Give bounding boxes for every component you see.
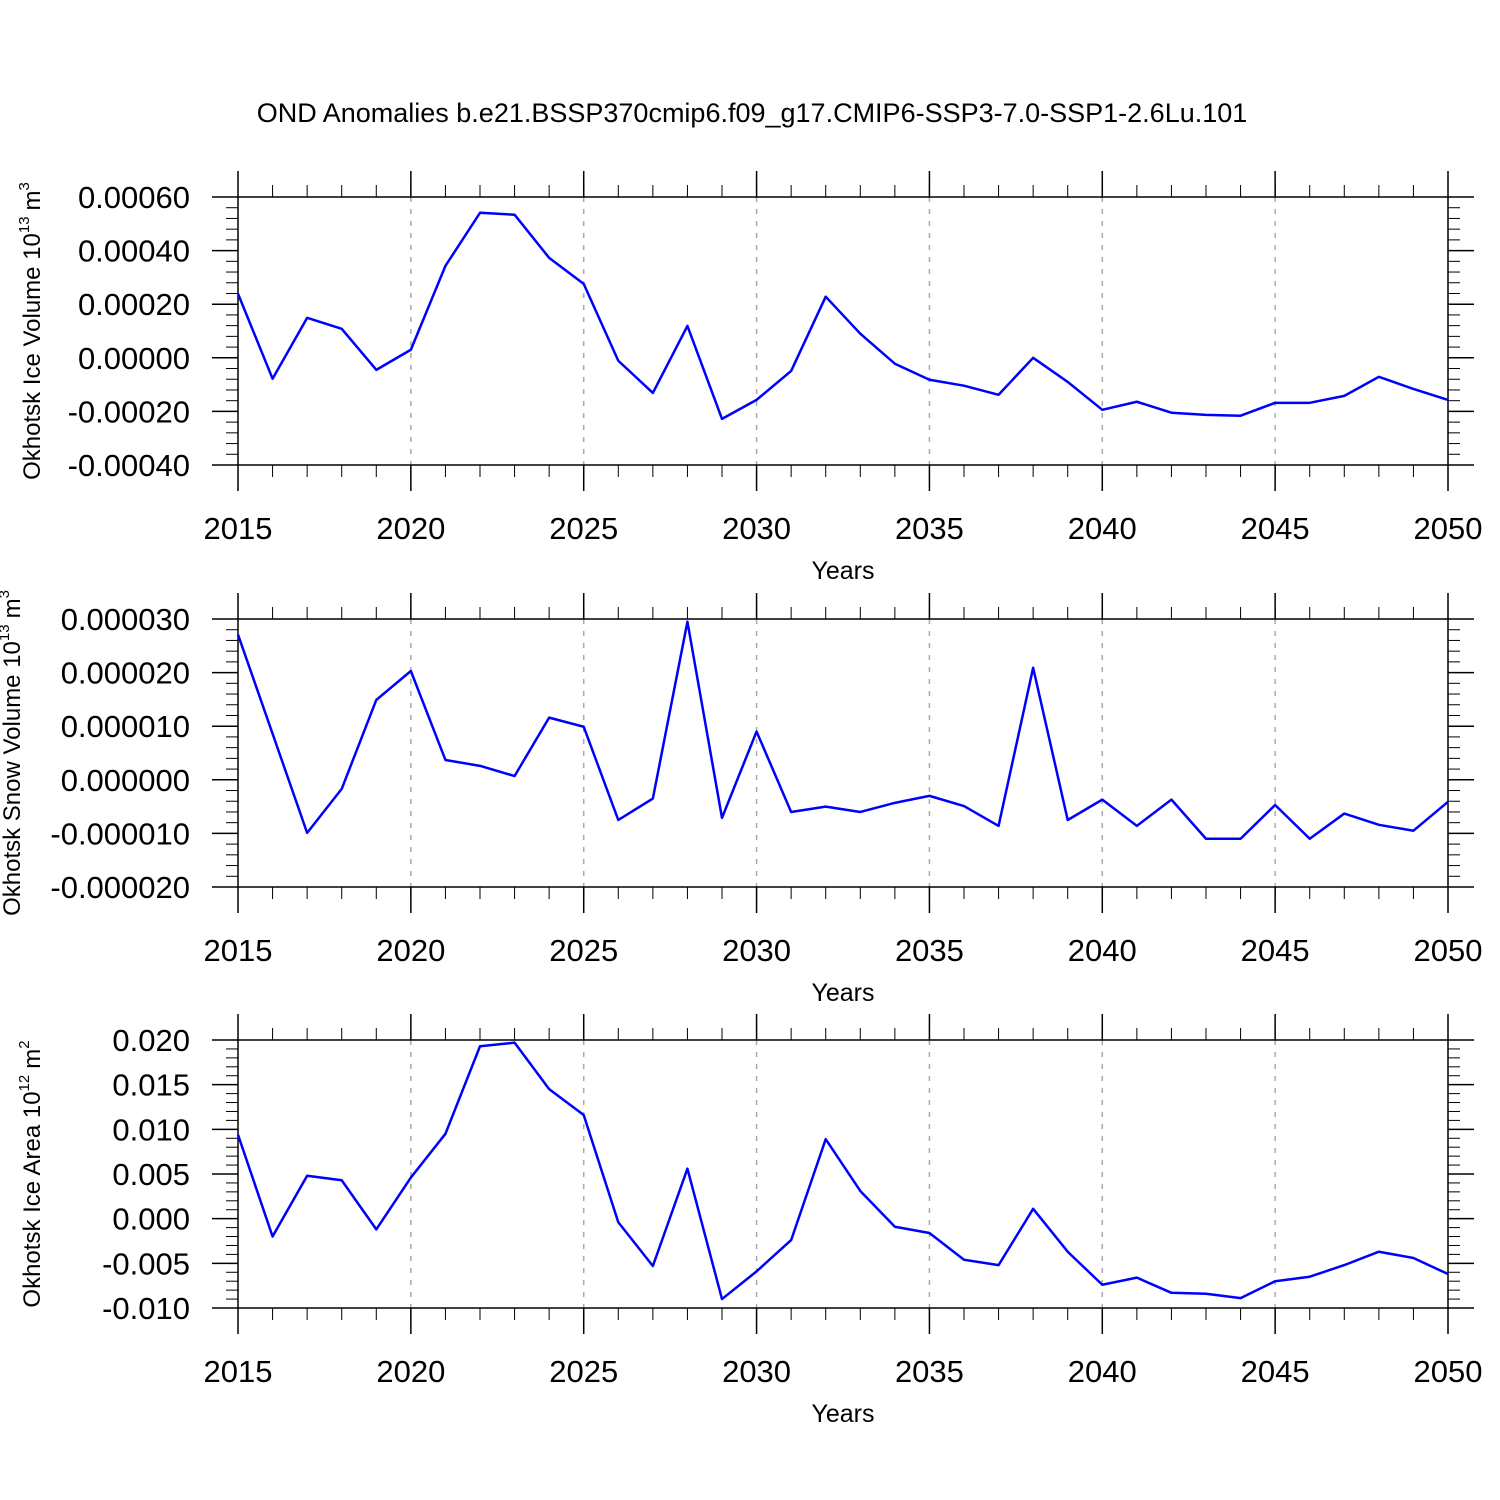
y-tick-label: 0.010 xyxy=(112,1112,190,1147)
y-axis-label: Okhotsk Ice Volume 1013 m3 xyxy=(16,182,46,480)
x-axis-label: Years xyxy=(811,557,874,585)
y-axis-label-unit-exponent: 2 xyxy=(16,1040,33,1048)
y-tick-label: 0.000 xyxy=(112,1202,190,1237)
y-axis-label-exponent: 13 xyxy=(0,624,13,641)
x-tick-label: 2030 xyxy=(722,1354,791,1389)
x-tick-label: 2040 xyxy=(1068,511,1137,546)
plot-frame xyxy=(237,196,1449,466)
x-tick-label: 2030 xyxy=(722,511,791,546)
y-tick-label: -0.005 xyxy=(102,1246,190,1281)
panel: OND Anomalies b.e21.BSSP370cmip6.f09_g17… xyxy=(16,98,1482,585)
y-axis-label-unit: m xyxy=(0,598,26,618)
data-line xyxy=(236,1041,1449,1301)
data-line xyxy=(236,620,1449,841)
x-axis-label: Years xyxy=(811,979,874,1007)
y-axis-label-unit: m xyxy=(19,190,46,210)
x-tick-label: 2015 xyxy=(204,933,273,968)
x-tick-label: 2050 xyxy=(1414,511,1483,546)
x-tick-label: 2045 xyxy=(1241,1354,1310,1389)
y-axis-label-exponent: 12 xyxy=(16,1075,33,1092)
x-tick-label: 2035 xyxy=(895,1354,964,1389)
x-tick-label: 2035 xyxy=(895,933,964,968)
y-tick-label: -0.000010 xyxy=(50,816,190,851)
y-tick-label: 0.00060 xyxy=(78,180,190,215)
y-tick-label: 0.005 xyxy=(112,1157,190,1192)
y-tick-label: -0.00020 xyxy=(68,394,190,429)
y-axis-label-unit: m xyxy=(19,1049,46,1069)
y-tick-label: 0.000010 xyxy=(61,709,190,744)
y-axis-label-text: Okhotsk Snow Volume 10 xyxy=(0,641,26,916)
x-axis-label: Years xyxy=(811,1400,874,1428)
y-tick-label: 0.015 xyxy=(112,1068,190,1103)
chart-title: OND Anomalies b.e21.BSSP370cmip6.f09_g17… xyxy=(257,98,1248,128)
x-tick-label: 2015 xyxy=(204,1354,273,1389)
x-tick-label: 2040 xyxy=(1068,933,1137,968)
x-tick-label: 2020 xyxy=(376,933,445,968)
y-axis-label-text: Okhotsk Ice Area 10 xyxy=(19,1091,46,1307)
y-axis-label: Okhotsk Ice Area 1012 m2 xyxy=(16,1040,46,1307)
y-tick-label: 0.00040 xyxy=(78,234,190,269)
data-line xyxy=(236,211,1449,421)
y-tick-label: 0.000020 xyxy=(61,656,190,691)
x-tick-label: 2015 xyxy=(204,511,273,546)
x-tick-label: 2025 xyxy=(549,511,618,546)
y-tick-label: -0.010 xyxy=(102,1291,190,1326)
x-tick-label: 2040 xyxy=(1068,1354,1137,1389)
x-tick-label: 2025 xyxy=(549,933,618,968)
x-tick-label: 2050 xyxy=(1414,933,1483,968)
y-axis-label-exponent: 13 xyxy=(16,216,33,233)
y-tick-label: 0.000030 xyxy=(61,602,190,637)
x-tick-label: 2025 xyxy=(549,1354,618,1389)
x-tick-label: 2020 xyxy=(376,511,445,546)
panel: 2015 2020 2025 2030 2035 2040 2045 2050 -0.010 -0… xyxy=(16,1014,1482,1428)
x-tick-label: 2045 xyxy=(1241,511,1310,546)
y-axis-label-text: Okhotsk Ice Volume 10 xyxy=(19,233,46,480)
y-axis-label-unit-exponent: 3 xyxy=(16,182,33,190)
x-tick-label: 2020 xyxy=(376,1354,445,1389)
y-axis-label-unit-exponent: 3 xyxy=(0,590,13,598)
y-tick-label: 0.000000 xyxy=(61,763,190,798)
plot-frame xyxy=(237,618,1449,888)
y-axis-label: Okhotsk Snow Volume 1013 m3 xyxy=(0,590,26,916)
plot-frame xyxy=(237,1039,1449,1309)
x-tick-label: 2045 xyxy=(1241,933,1310,968)
x-tick-label: 2030 xyxy=(722,933,791,968)
y-tick-label: 0.00020 xyxy=(78,287,190,322)
panel: 2015 2020 2025 2030 2035 2040 2045 2050 -0.00002… xyxy=(0,590,1482,1007)
y-tick-label: -0.00040 xyxy=(68,448,190,483)
x-tick-label: 2050 xyxy=(1414,1354,1483,1389)
y-tick-label: 0.00000 xyxy=(78,341,190,376)
y-tick-label: -0.000020 xyxy=(50,870,190,905)
y-tick-label: 0.020 xyxy=(112,1023,190,1058)
x-tick-label: 2035 xyxy=(895,511,964,546)
